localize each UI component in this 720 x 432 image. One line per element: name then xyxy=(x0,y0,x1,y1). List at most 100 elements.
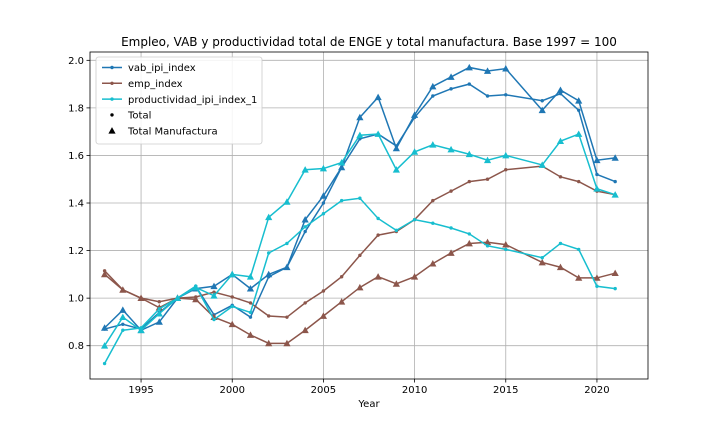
dot-point xyxy=(267,251,271,255)
triangle-point xyxy=(192,295,200,303)
legend-marker-swatch xyxy=(108,127,116,134)
triangle-point xyxy=(465,239,473,247)
dot-point xyxy=(595,284,599,288)
dot-point xyxy=(303,225,307,229)
dot-point xyxy=(485,244,490,248)
dot-point xyxy=(321,201,326,205)
dot-point xyxy=(540,99,544,103)
triangle-point xyxy=(502,151,510,159)
dot-point xyxy=(358,253,362,258)
legend-label: vab_ipi_index xyxy=(128,63,196,74)
y-tick-label: 2.0 xyxy=(68,56,84,67)
triangle-point xyxy=(429,141,437,148)
dot-point xyxy=(504,168,508,172)
x-tick-label: 2005 xyxy=(311,385,336,396)
dot-point xyxy=(595,172,599,177)
dot-point xyxy=(485,177,490,181)
triangle-point xyxy=(356,131,364,139)
triangle-point xyxy=(319,312,328,319)
triangle-point xyxy=(228,320,236,328)
legend-label: Total xyxy=(127,111,151,122)
triangle-point xyxy=(447,145,455,153)
triangle-point xyxy=(374,273,382,280)
triangle-point xyxy=(246,273,255,280)
triangle-point xyxy=(283,263,291,271)
legend-item: productividad_ipi_index_1 xyxy=(102,95,257,106)
dot-point xyxy=(577,247,581,252)
legend-dot-swatch xyxy=(110,65,114,70)
dot-point xyxy=(212,317,216,322)
dot-point xyxy=(267,314,271,318)
legend-item: Total xyxy=(110,111,151,122)
legend-box xyxy=(95,56,263,145)
x-tick-label: 2010 xyxy=(402,385,427,396)
triangle-point xyxy=(392,166,400,173)
dot-point xyxy=(285,315,289,319)
triangle-point xyxy=(155,310,163,317)
triangle-point xyxy=(502,65,510,72)
legend: vab_ipi_index emp_index productividad_ipi_… xyxy=(95,56,263,145)
triangle-point xyxy=(465,150,473,158)
triangle-point xyxy=(210,282,218,290)
triangle-point xyxy=(338,298,346,305)
triangle-point xyxy=(538,258,546,266)
triangle-point xyxy=(392,280,400,287)
dot-point xyxy=(504,93,508,97)
dot-point xyxy=(285,241,289,246)
triangle-point xyxy=(246,331,255,338)
y-tick-label: 1.8 xyxy=(68,103,84,114)
dot-point xyxy=(157,300,161,304)
triangle-point xyxy=(575,97,583,104)
dot-point xyxy=(121,328,125,332)
triangle-point xyxy=(338,163,346,171)
triangle-point xyxy=(100,342,109,349)
dot-point xyxy=(613,179,617,184)
axis-ticks: 1995 2000 2005 2010 2015 2020 0.8 1.0 1.2 1.4 1.6 1… xyxy=(68,56,610,396)
legend-item: emp_index xyxy=(102,79,183,90)
series-line xyxy=(103,133,616,347)
triangle-point xyxy=(100,324,109,331)
legend-item: vab_ipi_index xyxy=(102,63,196,74)
x-tick-label: 2000 xyxy=(220,385,245,396)
dot-point xyxy=(412,217,417,222)
triangle-point xyxy=(447,249,455,256)
triangle-point xyxy=(265,213,273,221)
triangle-point xyxy=(119,286,127,293)
dot-point xyxy=(431,94,435,98)
dot-point xyxy=(321,212,326,216)
dot-point xyxy=(467,179,471,184)
dot-point xyxy=(394,228,399,233)
triangle-point xyxy=(429,82,437,90)
dot-point xyxy=(376,233,380,237)
dot-point xyxy=(431,221,435,225)
triangle-point xyxy=(575,130,583,137)
dot-point xyxy=(230,304,234,309)
triangle-point xyxy=(319,164,328,172)
dot-point xyxy=(248,310,253,315)
dot-point xyxy=(248,315,253,319)
y-tick-label: 0.8 xyxy=(68,341,84,352)
x-tick-label: 1995 xyxy=(128,385,153,396)
dot-point xyxy=(303,229,307,234)
dot-point xyxy=(102,361,107,366)
triangle-point xyxy=(374,130,382,137)
triangle-point xyxy=(447,73,455,80)
legend-label: Total Manufactura xyxy=(127,126,218,137)
triangle-point xyxy=(301,216,309,223)
x-axis-label: Year xyxy=(357,399,380,410)
dot-point xyxy=(431,198,435,203)
x-tick-label: 2020 xyxy=(584,385,609,396)
series-line xyxy=(104,165,616,318)
dot-point xyxy=(577,108,581,112)
dot-point xyxy=(467,82,471,86)
y-tick-label: 1.2 xyxy=(68,246,84,257)
triangle-point xyxy=(556,86,565,93)
triangle-point xyxy=(410,148,419,155)
dot-point xyxy=(376,216,380,221)
triangle-point xyxy=(611,154,619,161)
chart-title: Empleo, VAB y productividad total de ENG… xyxy=(121,35,617,49)
triangle-point xyxy=(319,192,328,199)
triangle-point xyxy=(283,339,291,347)
triangle-point xyxy=(100,270,109,278)
